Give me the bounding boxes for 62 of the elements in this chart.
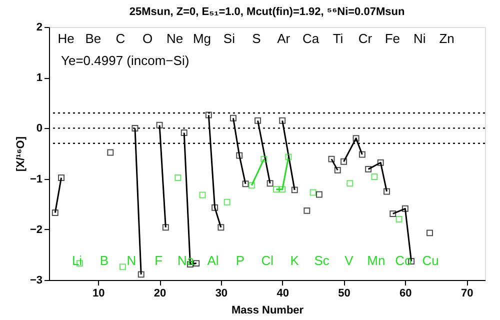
point [340, 158, 347, 165]
point [396, 216, 402, 223]
point [352, 135, 360, 142]
y-tick-label: 1 [36, 72, 42, 84]
point [230, 114, 236, 122]
x-tick-label: 10 [92, 288, 105, 300]
point [328, 156, 335, 162]
point [402, 205, 408, 212]
point [212, 204, 218, 211]
point [254, 117, 262, 124]
y-tick-label: −1 [30, 173, 42, 186]
y-tick-label: −2 [30, 224, 42, 236]
point [107, 149, 114, 156]
point [248, 182, 255, 189]
point [260, 156, 268, 162]
point [334, 166, 341, 174]
x-tick-label: 60 [400, 288, 412, 300]
point [310, 189, 316, 196]
point [162, 224, 169, 231]
point [358, 151, 366, 158]
point [224, 198, 230, 206]
point [365, 166, 372, 172]
point [156, 122, 163, 128]
point [272, 186, 280, 193]
point [384, 188, 390, 195]
point [346, 180, 354, 187]
x-tick-label: 30 [215, 288, 228, 300]
point [279, 186, 286, 193]
x-axis-title: Mass Number [231, 304, 304, 316]
x-tick-label: 50 [338, 288, 350, 300]
point [291, 186, 298, 194]
text: He Be C O Ne Mg Si S Ar Ca Ti Cr Fe Ni Zn [58, 31, 454, 46]
point [52, 209, 58, 216]
point [377, 159, 384, 166]
y-tick-label: −3 [30, 274, 42, 286]
point [304, 207, 310, 214]
point [390, 210, 396, 217]
point [218, 224, 224, 231]
x-tick-label: 20 [154, 288, 166, 300]
point [205, 112, 212, 118]
point [119, 264, 126, 270]
point [285, 154, 292, 160]
point [180, 130, 188, 136]
point [174, 174, 182, 182]
point [236, 152, 243, 159]
annotation: Ye=0.4997 (incom−Si) [61, 53, 190, 68]
chart-title: 25Msun, Z=0, E₅₁=1.0, Mcut(fin)=1.92, ⁵⁶Ni=0.07Msun [129, 6, 405, 18]
y-tick-label: 0 [36, 122, 42, 135]
point [426, 230, 433, 236]
y-tick-label: 2 [36, 22, 42, 34]
y-axis-title: [X/¹⁶O] [14, 136, 27, 172]
point [138, 271, 144, 278]
point [199, 192, 206, 198]
x-tick-label: 70 [460, 288, 474, 300]
point [279, 117, 286, 124]
point [266, 180, 274, 187]
point [242, 180, 249, 188]
point [371, 174, 378, 180]
point [58, 174, 65, 182]
point [316, 191, 322, 198]
point [132, 124, 138, 132]
x-tick-label: 40 [276, 288, 289, 300]
